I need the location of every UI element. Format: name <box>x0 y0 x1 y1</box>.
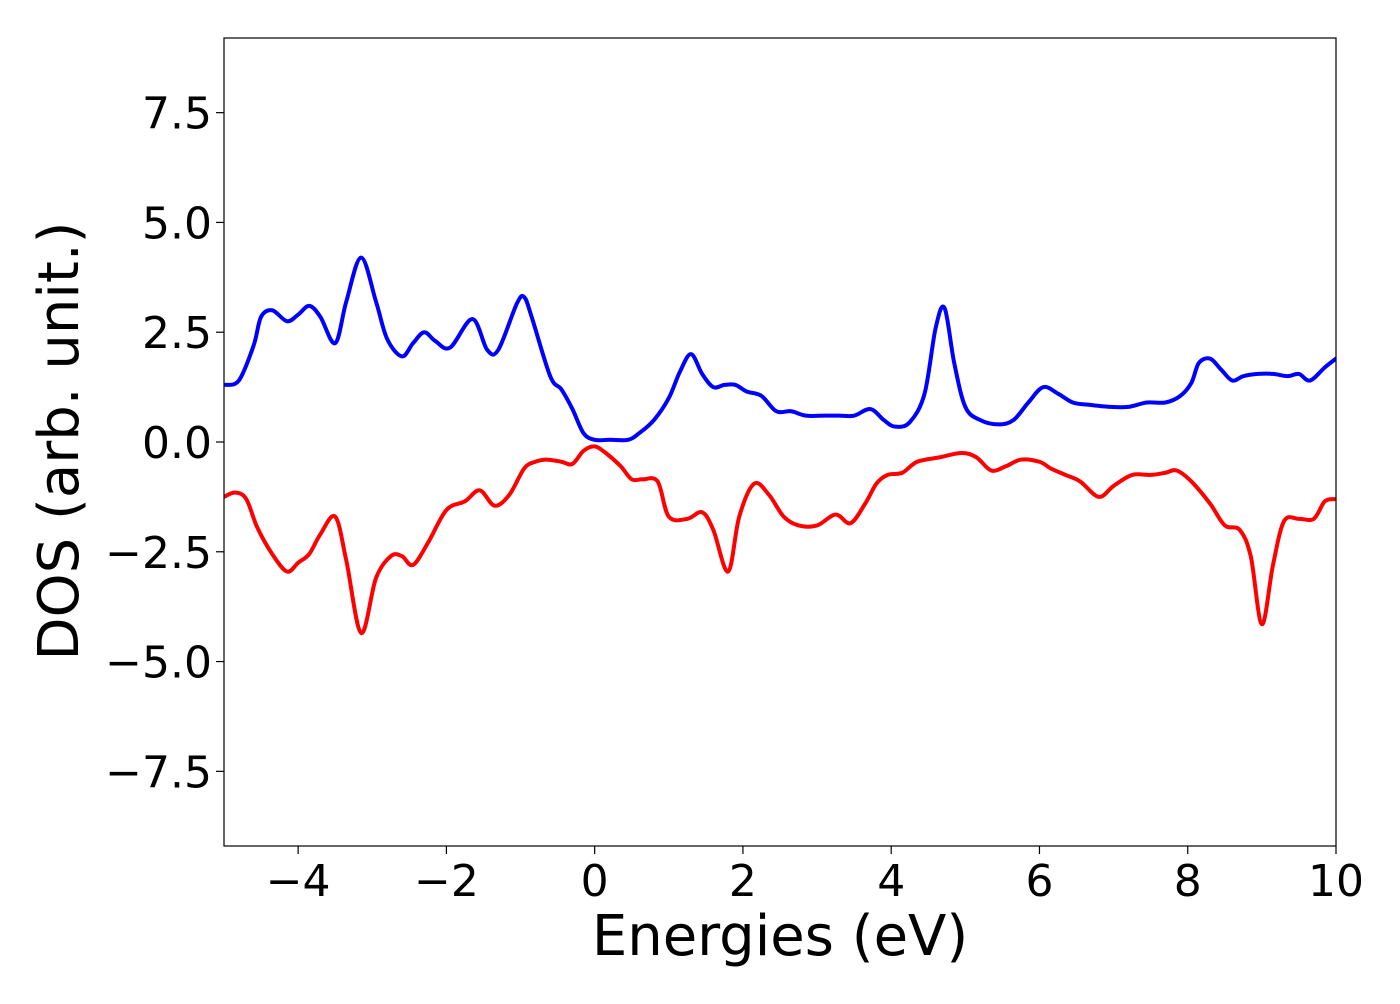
y-tick-label: 5.0 <box>142 198 212 249</box>
x-axis-label: Energies (eV) <box>592 904 968 969</box>
y-tick-label: −2.5 <box>105 528 212 579</box>
x-tick-label: −4 <box>266 856 331 907</box>
x-tick-label: 2 <box>729 856 757 907</box>
x-tick-label: 0 <box>581 856 609 907</box>
y-tick-label: −7.5 <box>105 747 212 798</box>
series-line-2 <box>224 444 1336 636</box>
y-axis-label: DOS (arb. unit.) <box>27 221 92 660</box>
plot-frame <box>223 37 1337 847</box>
y-tick-label: 0.0 <box>142 418 212 469</box>
x-tick-label: 6 <box>1025 856 1053 907</box>
x-tick-label: −2 <box>414 856 479 907</box>
series-line-1 <box>224 255 1336 443</box>
x-tick-label: 10 <box>1308 856 1364 907</box>
x-tick-label: 8 <box>1174 856 1202 907</box>
y-tick-label: 2.5 <box>142 308 212 359</box>
y-tick-label: −5.0 <box>105 638 212 689</box>
x-tick-label: 4 <box>877 856 905 907</box>
y-tick-label: 7.5 <box>142 89 212 140</box>
